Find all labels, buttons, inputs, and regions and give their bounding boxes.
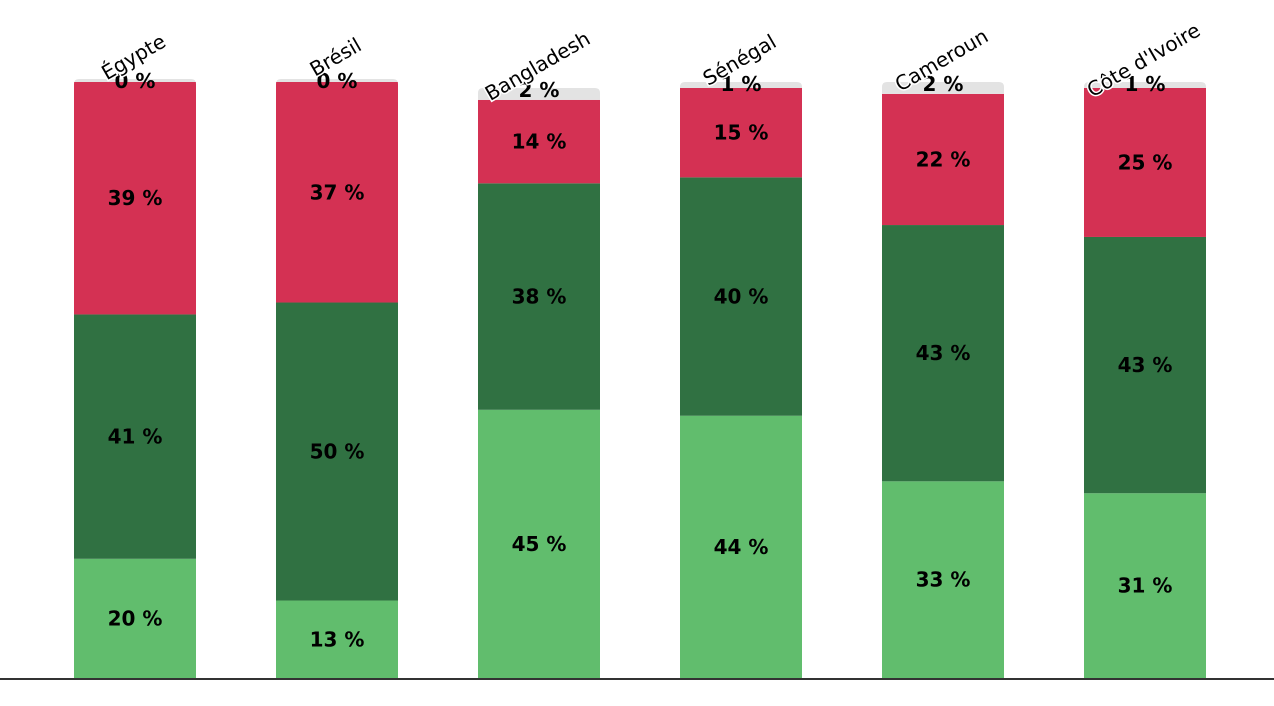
segment-value-label: 44 % xyxy=(714,535,769,559)
bar-segment xyxy=(478,183,600,410)
segment-value-label: 43 % xyxy=(916,341,971,365)
bar-segment xyxy=(680,82,802,88)
bar-segment xyxy=(882,481,1004,678)
bar-segment xyxy=(680,87,802,178)
bar-segment xyxy=(74,558,196,678)
bar-segment xyxy=(276,82,398,303)
segment-labels-group: 20 % 41 % 39 % 0 % 13 % 50 % 37 % 0 % 45 % 38 % 14… xyxy=(108,69,1173,651)
segment-value-label: 13 % xyxy=(310,627,365,651)
segment-value-label: 22 % xyxy=(916,147,971,171)
bar-segment xyxy=(478,99,600,184)
segment-value-label: 33 % xyxy=(916,568,971,592)
bar-segment xyxy=(478,409,600,678)
segment-value-label: 1 % xyxy=(1125,72,1166,96)
bar-segment xyxy=(882,93,1004,226)
bar-segment xyxy=(680,415,802,678)
segment-value-label: 41 % xyxy=(108,425,163,449)
segment-value-label: 31 % xyxy=(1118,574,1173,598)
bar-segment xyxy=(680,177,802,416)
bar-segment xyxy=(74,82,196,315)
bar-segment xyxy=(74,314,196,559)
category-labels-group: Égypte Brésil Bangladesh Sénégal Cameroun Côt… xyxy=(96,16,1206,107)
bar-segment xyxy=(74,79,196,84)
segment-value-label: 0 % xyxy=(115,69,156,93)
segment-value-label: 38 % xyxy=(512,285,567,309)
segment-value-label: 14 % xyxy=(512,130,567,154)
segment-value-label: 15 % xyxy=(714,121,769,145)
bar-segment xyxy=(276,79,398,84)
bar-segment xyxy=(882,82,1004,94)
bar-segment xyxy=(1084,82,1206,88)
segment-value-label: 45 % xyxy=(512,532,567,556)
segment-value-label: 25 % xyxy=(1118,150,1173,174)
segment-value-label: 1 % xyxy=(721,72,762,96)
segment-value-label: 0 % xyxy=(317,69,358,93)
bar-segment xyxy=(276,600,398,678)
segment-value-label: 2 % xyxy=(923,72,964,96)
bar-segment xyxy=(882,225,1004,482)
bar-segment xyxy=(1084,236,1206,494)
segment-value-label: 20 % xyxy=(108,606,163,630)
segment-value-label: 2 % xyxy=(519,78,560,102)
bar-segment xyxy=(1084,493,1206,678)
bar-segment xyxy=(1084,87,1206,237)
segment-value-label: 40 % xyxy=(714,285,769,309)
segment-value-label: 37 % xyxy=(310,180,365,204)
segment-value-label: 39 % xyxy=(108,186,163,210)
bar-segment xyxy=(276,302,398,601)
bar-segment xyxy=(478,87,600,100)
bars-group xyxy=(74,79,1206,678)
segment-value-label: 50 % xyxy=(310,440,365,464)
segment-value-label: 43 % xyxy=(1118,353,1173,377)
